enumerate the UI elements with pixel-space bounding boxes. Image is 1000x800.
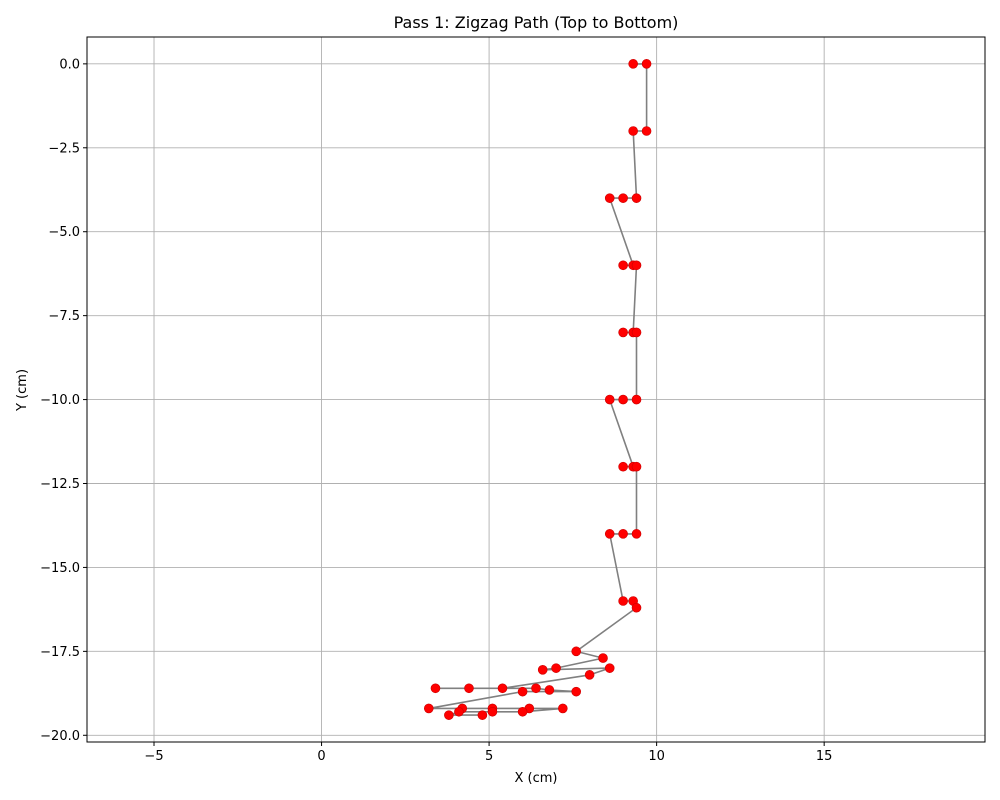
- path-point: [604, 529, 615, 539]
- y-tick-label: 0.0: [59, 57, 80, 72]
- y-axis-ticks: 0.0 −2.5 −5.0 −7.5 −10.0 −12.5 −15.0 −17.5 −20.0: [40, 57, 87, 744]
- plot-frame: [86, 36, 986, 743]
- y-tick-label: −20.0: [40, 729, 80, 744]
- path-point: [497, 683, 508, 694]
- path-point: [641, 59, 652, 69]
- path-point: [604, 663, 615, 673]
- path-point: [537, 665, 548, 675]
- path-point: [631, 193, 642, 203]
- path-point: [618, 461, 628, 472]
- y-tick-label: −15.0: [40, 561, 80, 576]
- path-point: [641, 126, 652, 136]
- x-axis-label: X (cm): [515, 771, 558, 786]
- path-point: [544, 685, 555, 695]
- path-point: [551, 663, 561, 673]
- path-point: [430, 683, 441, 694]
- path-point: [517, 706, 528, 717]
- y-tick-label: −5.0: [48, 225, 80, 240]
- grid-lines: [87, 37, 985, 742]
- path-point: [571, 646, 582, 657]
- path-point: [598, 653, 608, 663]
- y-tick-label: −17.5: [40, 645, 80, 660]
- y-tick-label: −10.0: [40, 393, 80, 408]
- path-point: [618, 193, 628, 203]
- path-point: [628, 126, 638, 136]
- path-point: [628, 59, 638, 69]
- path-point: [477, 710, 488, 720]
- x-tick-label: 10: [648, 749, 665, 764]
- path-points: [423, 59, 652, 720]
- y-axis-label: Y (cm): [15, 369, 30, 412]
- x-tick-label: −5: [144, 749, 163, 764]
- path-point: [631, 529, 642, 539]
- path-point: [423, 703, 434, 714]
- path-point: [618, 260, 628, 271]
- path-point: [464, 683, 474, 694]
- path-point: [631, 394, 642, 405]
- path-point: [618, 529, 628, 539]
- y-tick-label: −2.5: [48, 141, 80, 156]
- x-tick-label: 15: [816, 749, 833, 764]
- path-point: [618, 327, 628, 338]
- x-tick-label: 0: [317, 749, 325, 764]
- x-tick-label: 5: [485, 749, 493, 764]
- x-axis-ticks: −5 0 5 10 15: [144, 742, 832, 764]
- chart-title: Pass 1: Zigzag Path (Top to Bottom): [394, 13, 679, 32]
- path-point: [531, 683, 541, 694]
- path-point: [571, 686, 582, 697]
- path-point: [584, 670, 595, 680]
- path-point: [558, 703, 568, 714]
- path-point: [604, 193, 615, 203]
- path-point: [631, 461, 642, 472]
- path-point: [604, 394, 615, 405]
- path-point: [618, 596, 628, 606]
- path-point: [618, 394, 628, 405]
- path-point: [631, 260, 642, 271]
- path-point: [631, 327, 642, 338]
- path-point: [517, 686, 528, 697]
- y-tick-label: −7.5: [48, 309, 80, 324]
- y-tick-label: −12.5: [40, 477, 80, 492]
- path-point: [487, 706, 498, 717]
- path-point: [444, 710, 454, 720]
- path-point: [631, 602, 642, 613]
- path-point: [454, 706, 464, 717]
